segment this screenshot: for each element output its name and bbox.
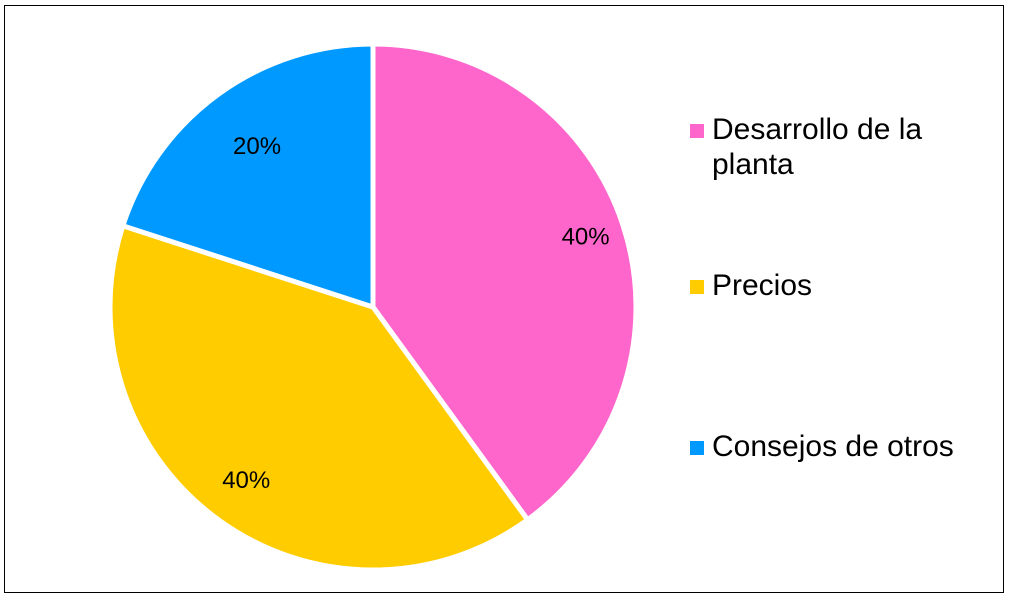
data-label-desarrollo: 40%	[562, 223, 610, 250]
legend-label-desarrollo: Desarrollo de la planta	[712, 113, 923, 181]
legend-swatch-consejos	[690, 441, 704, 455]
data-label-consejos: 20%	[233, 133, 281, 160]
legend: Desarrollo de la planta Precios Consejos…	[690, 0, 990, 597]
legend-item-consejos: Consejos de otros	[690, 429, 962, 464]
pie-slice-desarrollo	[370, 41, 639, 523]
legend-label-consejos: Consejos de otros	[712, 430, 954, 463]
pie-slices	[107, 41, 639, 573]
data-label-precios: 40%	[222, 467, 270, 494]
pie-slice-precios	[107, 223, 531, 573]
pie-data-labels: 40% 40% 20%	[222, 133, 609, 494]
legend-item-desarrollo: Desarrollo de la planta	[690, 112, 962, 182]
legend-swatch-desarrollo	[690, 124, 704, 138]
legend-swatch-precios	[690, 280, 704, 294]
legend-label-precios: Precios	[712, 269, 813, 302]
pie-slice-consejos	[120, 41, 376, 310]
legend-item-precios: Precios	[690, 268, 962, 303]
